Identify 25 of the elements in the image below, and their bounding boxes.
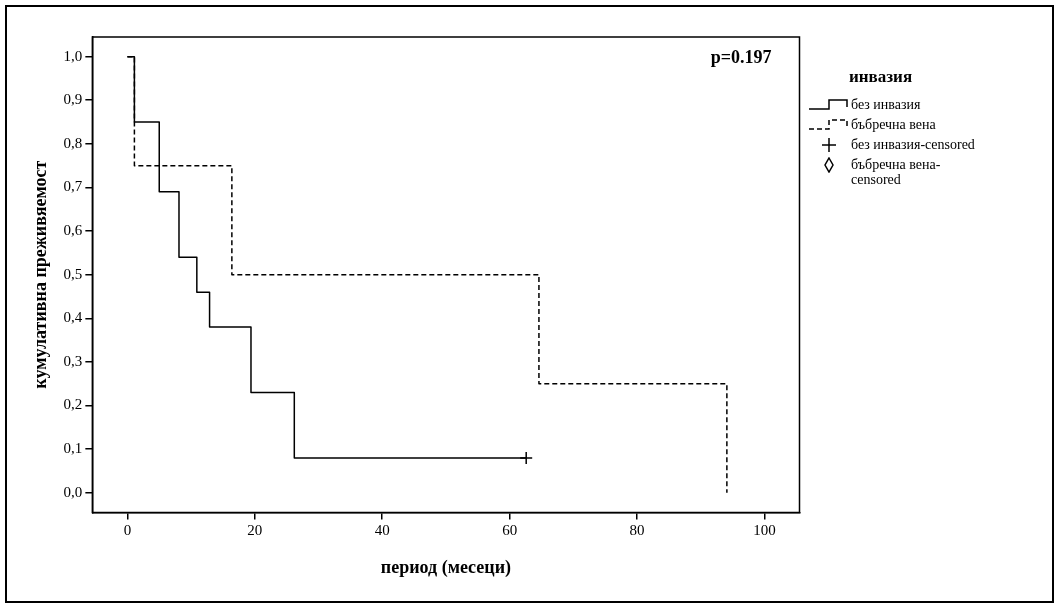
legend-label: бъбречна вена bbox=[851, 117, 937, 132]
annotation: p=0.197 bbox=[710, 46, 772, 67]
legend-label: без инвазия bbox=[851, 97, 922, 112]
legend-title: инвазия bbox=[849, 67, 914, 87]
legend-label: без инвазия-censored bbox=[851, 137, 976, 152]
y-tick-label: 0,0 bbox=[63, 483, 83, 500]
x-axis-title: период (месеци) bbox=[380, 556, 512, 578]
y-axis-title: кумулативна преживяемост bbox=[30, 160, 51, 389]
y-tick-label: 0,4 bbox=[63, 309, 83, 326]
x-tick-label: 40 bbox=[374, 522, 390, 539]
y-tick-label: 0,3 bbox=[63, 352, 83, 369]
y-tick-label: 0,9 bbox=[63, 91, 83, 108]
x-tick-label: 0 bbox=[123, 522, 132, 539]
y-tick-label: 0,7 bbox=[63, 178, 83, 195]
y-tick-label: 0,6 bbox=[63, 222, 83, 239]
x-tick-label: 80 bbox=[629, 522, 645, 539]
y-tick-label: 0,1 bbox=[63, 440, 83, 457]
legend-label: бъбречна вена-censored bbox=[851, 157, 942, 187]
x-tick-label: 60 bbox=[502, 522, 518, 539]
y-tick-label: 0,5 bbox=[63, 265, 83, 282]
y-tick-label: 0,8 bbox=[63, 134, 83, 151]
y-tick-label: 1,0 bbox=[63, 47, 83, 64]
x-tick-label: 20 bbox=[247, 522, 263, 539]
x-tick-label: 100 bbox=[753, 522, 776, 539]
y-tick-label: 0,2 bbox=[63, 396, 83, 413]
